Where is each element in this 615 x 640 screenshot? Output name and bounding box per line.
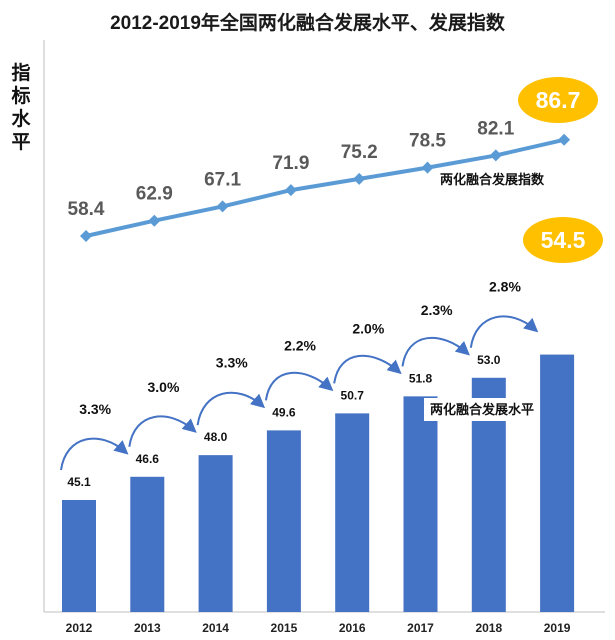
highlight-value-label: 54.5 xyxy=(541,227,586,253)
bar-value-label: 50.7 xyxy=(341,388,365,402)
line-value-label: 78.5 xyxy=(409,131,446,152)
bar-value-label: 45.1 xyxy=(67,475,91,489)
growth-rate-label: 3.0% xyxy=(147,379,179,395)
line-marker xyxy=(80,230,92,242)
growth-rate-label: 2.0% xyxy=(352,320,384,336)
x-tick-label: 2012 xyxy=(66,621,93,635)
x-tick-label: 2016 xyxy=(339,621,366,635)
line-marker xyxy=(353,172,366,185)
line-marker xyxy=(284,184,297,197)
line-marker xyxy=(421,161,434,174)
index-line xyxy=(85,137,565,238)
bar-value-label: 46.6 xyxy=(136,452,160,466)
bar xyxy=(198,455,233,612)
growth-rate-label: 3.3% xyxy=(216,354,248,370)
highlight-bubble xyxy=(518,77,598,123)
bar-value-label: 51.8 xyxy=(409,371,433,385)
bar-value-label: 48.0 xyxy=(204,430,228,444)
line-value-label: 58.4 xyxy=(68,199,105,220)
x-tick-label: 2019 xyxy=(544,621,571,635)
line-marker xyxy=(216,200,229,213)
chart-title: 2012-2019年全国两化融合发展水平、发展指数 xyxy=(110,13,505,34)
growth-arrow xyxy=(128,415,197,447)
line-marker xyxy=(558,133,571,146)
bar xyxy=(130,476,165,612)
line-marker xyxy=(148,214,161,227)
line-marker xyxy=(489,149,502,162)
bar-series-label: 两化融合发展水平 xyxy=(430,402,534,417)
line-value-label: 82.1 xyxy=(477,118,514,139)
line-value-label: 71.9 xyxy=(272,153,309,174)
bar xyxy=(540,354,575,612)
bar-value-label: 53.0 xyxy=(477,353,501,367)
line-value-label: 75.2 xyxy=(341,142,378,163)
growth-arrow xyxy=(401,336,470,367)
growth-rate-label: 2.2% xyxy=(284,337,316,353)
highlight-bubble xyxy=(523,217,603,263)
bar xyxy=(62,500,96,612)
bar-series-label-bg xyxy=(424,398,541,421)
line-value-label: 67.1 xyxy=(204,169,241,190)
growth-rate-label: 3.3% xyxy=(79,401,111,417)
bar xyxy=(266,430,301,612)
line-value-label: 62.9 xyxy=(136,184,173,205)
x-tick-label: 2014 xyxy=(202,621,229,635)
growth-arrow xyxy=(196,391,266,426)
x-tick-label: 2017 xyxy=(407,621,434,635)
x-tick-label: 2015 xyxy=(271,621,298,635)
bar xyxy=(335,413,370,612)
x-tick-label: 2013 xyxy=(134,621,161,635)
y-axis-label: 指标水平 xyxy=(11,63,31,153)
growth-rate-label: 2.8% xyxy=(489,279,521,295)
growth-arrow xyxy=(264,371,334,401)
bar xyxy=(403,396,438,612)
growth-arrow xyxy=(333,354,402,384)
growth-arrow xyxy=(469,315,539,348)
bar-value-label: 49.6 xyxy=(272,405,296,419)
highlight-value-label: 86.7 xyxy=(536,87,581,113)
growth-rate-label: 2.3% xyxy=(421,302,453,318)
line-series-label: 两化融合发展指数 xyxy=(440,172,545,187)
x-tick-label: 2018 xyxy=(475,621,502,635)
growth-arrow xyxy=(60,437,129,471)
